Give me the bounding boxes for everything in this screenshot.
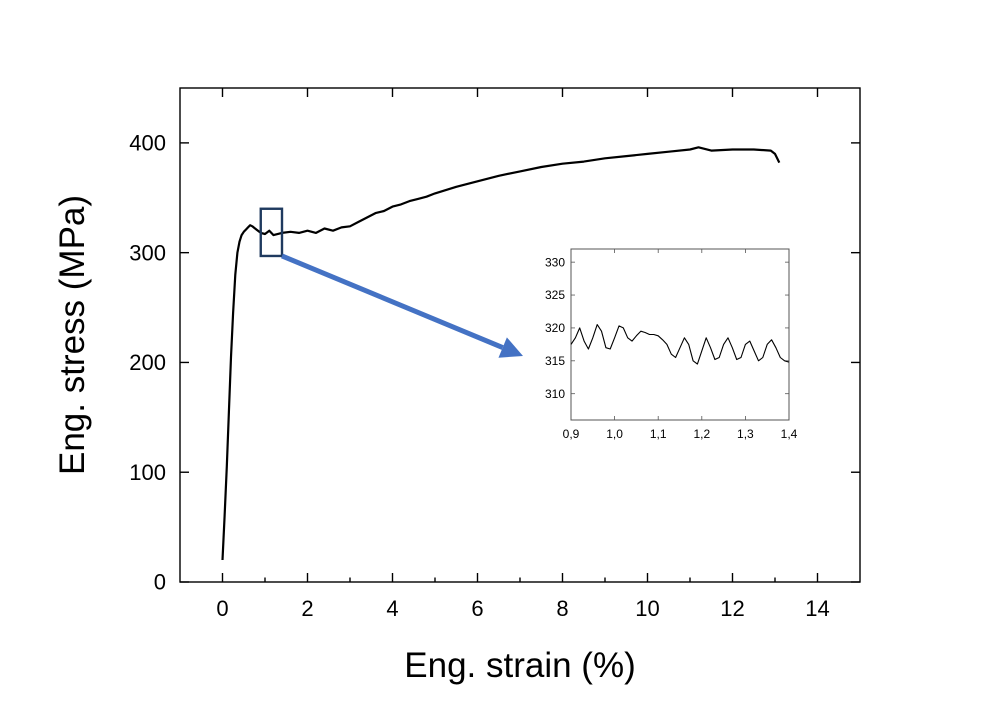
inset-x-tick-label: 1,0 xyxy=(606,427,623,441)
zoom-arrow-shaft xyxy=(281,253,504,350)
inset-y-tick-label: 330 xyxy=(545,255,565,269)
main-x-tick-label: 6 xyxy=(471,596,483,621)
main-x-tick-label: 10 xyxy=(635,596,659,621)
inset-plot-frame xyxy=(570,248,790,421)
inset-y-tick-label: 310 xyxy=(545,387,565,401)
inset-y-tick-label: 320 xyxy=(545,321,565,335)
inset-x-tick-label: 0,9 xyxy=(563,427,580,441)
main-x-tick-label: 4 xyxy=(386,596,398,621)
inset-y-ticks: 310 315 320 325 330 xyxy=(545,255,789,401)
inset-chart: 0,9 1,0 1,1 1,2 1,3 1,4 310 315 320 325 330 xyxy=(545,248,798,441)
highlight-box xyxy=(259,207,284,258)
inset-x-tick-label: 1,3 xyxy=(737,427,754,441)
main-x-ticks: 0 2 4 6 8 10 12 14 xyxy=(216,88,830,621)
inset-x-ticks: 0,9 1,0 1,1 1,2 1,3 1,4 xyxy=(563,249,798,441)
main-x-tick-label: 12 xyxy=(720,596,744,621)
inset-x-tick-label: 1,4 xyxy=(781,427,798,441)
main-x-tick-label: 8 xyxy=(556,596,568,621)
main-y-ticks: 0 100 200 300 400 xyxy=(129,131,860,595)
inset-background xyxy=(571,249,789,420)
inset-y-tick-label: 325 xyxy=(545,288,565,302)
inset-x-tick-label: 1,2 xyxy=(693,427,710,441)
zoom-arrow-head xyxy=(498,337,523,358)
main-x-tick-label: 2 xyxy=(301,596,313,621)
main-y-tick-label: 0 xyxy=(154,570,166,595)
main-y-tick-label: 300 xyxy=(129,240,166,265)
main-chart: 0 2 4 6 8 10 12 14 0 100 200 300 400 Eng. strain (%… xyxy=(53,87,861,685)
main-y-tick-label: 400 xyxy=(129,131,166,156)
main-x-tick-label: 0 xyxy=(216,596,228,621)
main-x-axis-title: Eng. strain (%) xyxy=(404,646,635,685)
inset-y-tick-label: 315 xyxy=(545,354,565,368)
inset-x-tick-label: 1,1 xyxy=(650,427,667,441)
main-x-tick-label: 14 xyxy=(805,596,829,621)
main-y-tick-label: 200 xyxy=(129,350,166,375)
zoom-arrow xyxy=(281,253,523,358)
inset-stress-strain-line xyxy=(570,324,790,365)
main-y-tick-label: 100 xyxy=(129,460,166,485)
main-stress-strain-line xyxy=(221,146,781,561)
main-y-axis-title: Eng. stress (MPa) xyxy=(53,195,92,475)
